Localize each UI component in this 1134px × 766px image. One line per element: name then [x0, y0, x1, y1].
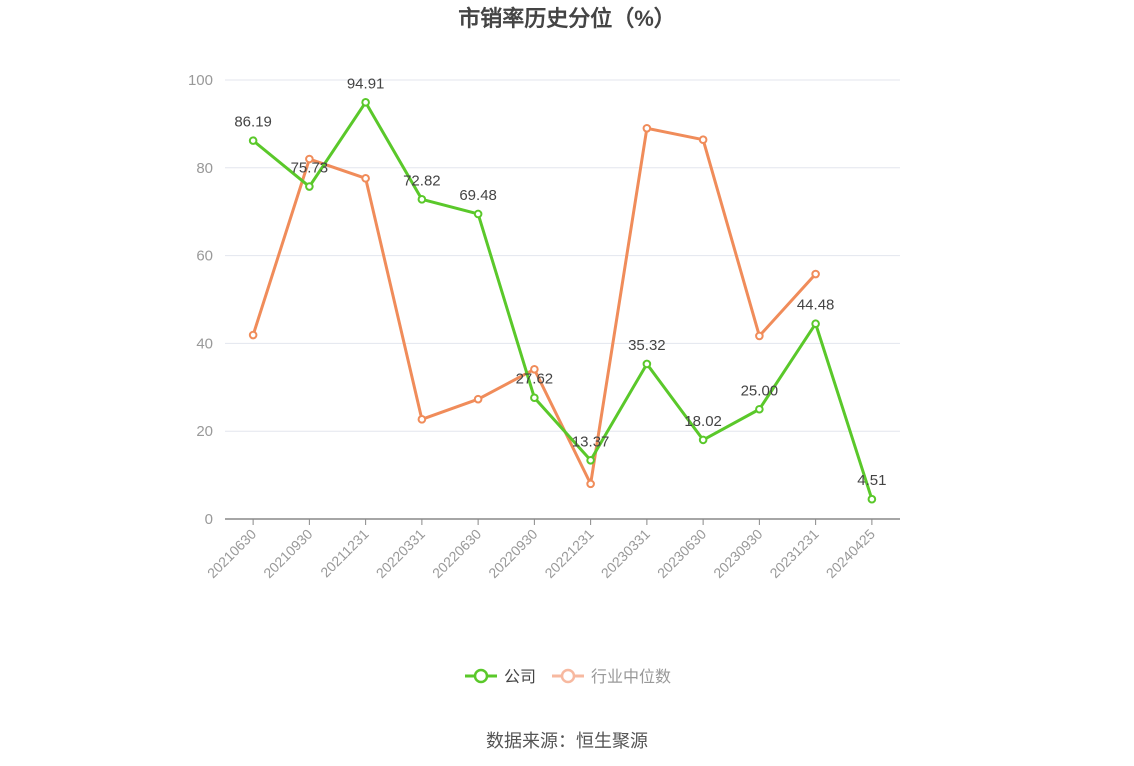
x-tick-label: 20220331 — [373, 526, 429, 582]
legend-item-industry-median[interactable]: 行业中位数 — [552, 668, 671, 686]
y-tick-label: 0 — [205, 511, 213, 528]
data-point — [698, 135, 708, 145]
data-point — [248, 136, 258, 145]
data-point — [530, 365, 539, 374]
legend[interactable]: 公司 行业中位数 — [465, 668, 671, 686]
data-label: 94.91 — [347, 75, 385, 92]
x-tick-label: 20220630 — [429, 526, 485, 582]
data-point — [248, 330, 258, 340]
data-point — [473, 209, 483, 219]
y-tick-label: 40 — [196, 335, 213, 352]
data-point — [417, 415, 427, 424]
data-point — [811, 269, 820, 279]
data-point — [755, 404, 764, 414]
data-point — [473, 394, 483, 404]
x-tick-label: 20210630 — [204, 526, 260, 582]
data-point — [755, 331, 764, 341]
x-tick-label: 20231231 — [766, 526, 822, 582]
data-point — [642, 123, 652, 133]
x-tick-label: 20210930 — [260, 526, 316, 582]
x-tick-label: 20230331 — [598, 526, 654, 582]
x-tick-label: 20220930 — [485, 526, 541, 582]
x-tick-label: 20230930 — [710, 526, 766, 582]
x-tick-label: 20221231 — [541, 526, 597, 582]
data-point — [530, 393, 539, 403]
x-tick-label: 20230630 — [654, 526, 710, 582]
legend-marker — [560, 668, 576, 684]
data-point — [698, 435, 708, 445]
legend-marker — [473, 668, 489, 684]
source-note: 数据来源：恒生聚源 — [486, 731, 648, 751]
data-label: 25.00 — [741, 382, 779, 399]
y-tick-label: 20 — [196, 423, 213, 440]
series-line-industry-median — [251, 126, 817, 486]
legend-label: 公司 — [504, 669, 536, 686]
data-point — [586, 479, 595, 489]
grid — [225, 79, 900, 432]
data-label: 75.73 — [291, 160, 329, 177]
data-label: 13.37 — [572, 433, 610, 450]
x-tick-label: 20211231 — [317, 526, 372, 581]
data-point — [305, 182, 314, 191]
data-label: 72.82 — [403, 172, 441, 189]
data-point — [811, 319, 820, 329]
data-label: 35.32 — [628, 337, 666, 354]
data-point — [417, 195, 427, 204]
y-tick-label: 100 — [188, 72, 213, 89]
data-point — [361, 174, 370, 183]
series-line-company — [252, 100, 874, 500]
data-point — [361, 98, 370, 107]
data-label: 69.48 — [459, 187, 497, 204]
data-label: 86.19 — [234, 114, 272, 131]
data-label: 27.62 — [516, 371, 554, 388]
data-point — [867, 494, 877, 504]
data-point — [642, 359, 652, 369]
data-point — [305, 154, 314, 164]
chart-title: 市销率历史分位（%） — [458, 6, 676, 31]
legend-item-company[interactable]: 公司 — [465, 668, 536, 686]
y-tick-label: 80 — [196, 160, 213, 177]
y-tick-label: 60 — [196, 248, 213, 265]
data-label: 44.48 — [797, 297, 835, 314]
data-labels: 86.19 75.73 94.91 72.82 69.48 27.62 13.37 35.32… — [234, 75, 886, 489]
data-label: 18.02 — [684, 413, 722, 430]
x-tick-label: 20240425 — [823, 526, 879, 582]
series-layer — [248, 98, 877, 504]
data-label: 4.51 — [857, 472, 886, 489]
data-point — [586, 456, 595, 465]
legend-label: 行业中位数 — [591, 668, 671, 686]
